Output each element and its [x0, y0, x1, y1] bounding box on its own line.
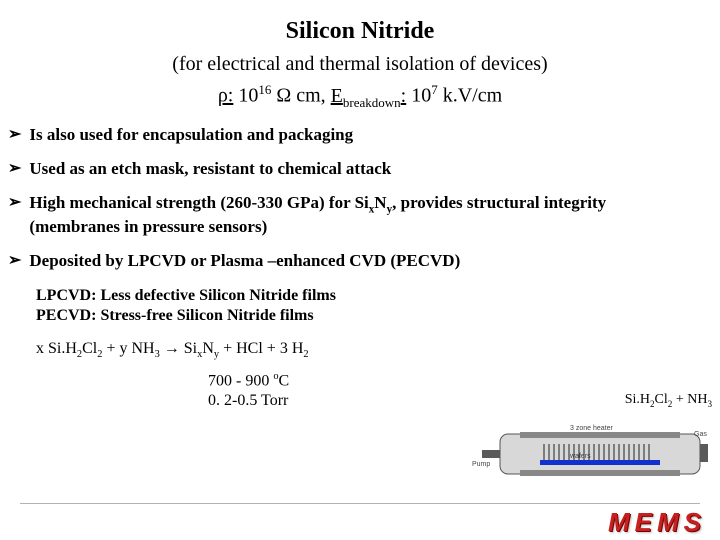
e-label: E — [331, 85, 343, 107]
bullet-arrow-icon: ➢ — [8, 159, 21, 179]
bullet-list: ➢ Is also used for encapsulation and pac… — [0, 125, 720, 412]
bullet-text: Is also used for encapsulation and packa… — [29, 125, 700, 145]
svg-text:Gas: Gas — [694, 431, 707, 438]
rho-base: 10 — [238, 85, 258, 107]
cond-line-1: 700 - 900 oC — [208, 370, 700, 391]
equation: x Si.H2Cl2 + y NH3 → SixNy + HCl + 3 H2 — [36, 340, 700, 360]
bullet-item: ➢ Used as an etch mask, resistant to che… — [8, 159, 700, 179]
bullet-arrow-icon: ➢ — [8, 251, 21, 271]
e-sub: breakdown — [343, 95, 401, 110]
e-unit: k.V/cm — [443, 85, 502, 107]
svg-text:3 zone heater: 3 zone heater — [570, 425, 613, 432]
bullet-item: ➢ Is also used for encapsulation and pac… — [8, 125, 700, 145]
bullet-text: High mechanical strength (260-330 GPa) f… — [29, 193, 700, 237]
rho-exp: 16 — [258, 82, 271, 97]
subtitle: (for electrical and thermal isolation of… — [0, 53, 720, 76]
bullet-item: ➢ Deposited by LPCVD or Plasma –enhanced… — [8, 251, 700, 271]
sub-line-2: PECVD: Stress-free Silicon Nitride films — [36, 306, 700, 326]
bullet-arrow-icon: ➢ — [8, 193, 21, 213]
side-chemistry: Si.H2Cl2 + NH3 — [625, 392, 712, 409]
svg-text:Pump: Pump — [472, 461, 490, 468]
bullet-arrow-icon: ➢ — [8, 125, 21, 145]
svg-text:wafers: wafers — [569, 453, 591, 460]
reactor-diagram: 3 zone heater wafers Pump Gas — [470, 414, 710, 492]
e-colon: : — [401, 85, 407, 107]
footer-rule — [20, 503, 700, 504]
e-base: 10 — [411, 85, 431, 107]
rho-unit: Ω cm, — [276, 85, 325, 107]
sub-block: LPCVD: Less defective Silicon Nitride fi… — [36, 286, 700, 326]
page-title: Silicon Nitride — [0, 0, 720, 45]
e-exp: 7 — [431, 82, 438, 97]
rho-label: ρ: — [218, 85, 234, 107]
bullet-text: Used as an etch mask, resistant to chemi… — [29, 159, 700, 179]
sub-line-1: LPCVD: Less defective Silicon Nitride fi… — [36, 286, 700, 306]
properties-line: ρ: 1016 Ω cm, Ebreakdown: 107 k.V/cm — [0, 82, 720, 111]
mems-logo: MEMS — [608, 507, 706, 538]
bullet-text: Deposited by LPCVD or Plasma –enhanced C… — [29, 251, 700, 271]
bullet-item: ➢ High mechanical strength (260-330 GPa)… — [8, 193, 700, 237]
